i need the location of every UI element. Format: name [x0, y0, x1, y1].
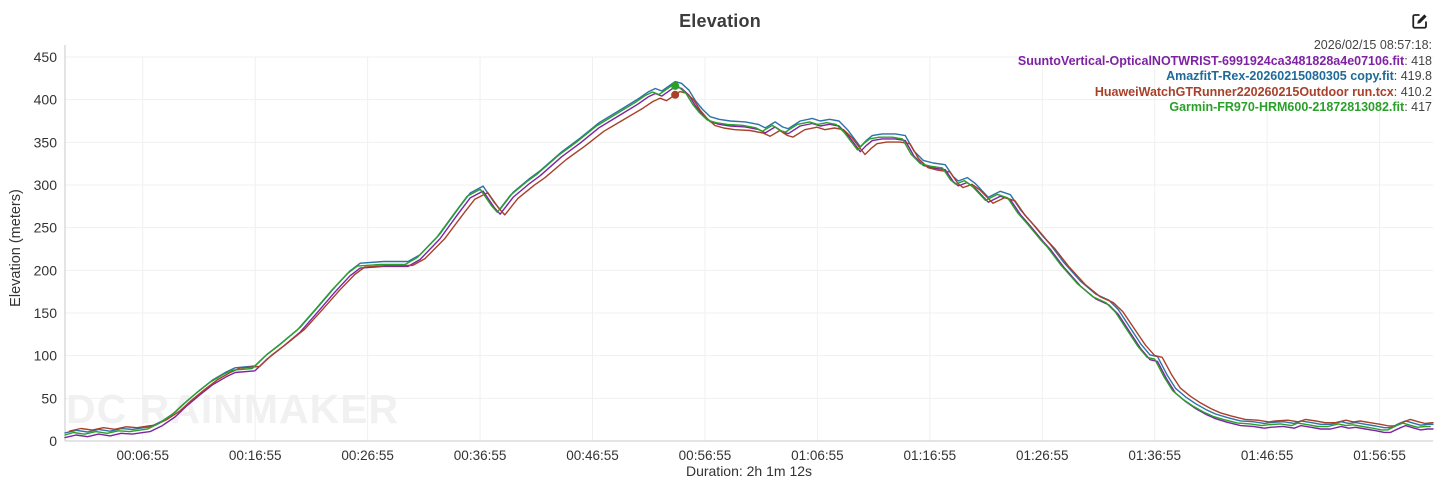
x-tick-label: 00:46:55	[566, 448, 619, 463]
tooltip-entry: SuuntoVertical-OpticalNOTWRIST-6991924ca…	[1018, 54, 1432, 70]
watermark-text: DC RAINMAKER	[66, 386, 400, 432]
tooltip-series-name: SuuntoVertical-OpticalNOTWRIST-6991924ca…	[1017, 53, 1405, 68]
x-tick-label: 00:26:55	[341, 448, 394, 463]
y-tick-label: 250	[34, 220, 58, 236]
tooltip-series-value: : 410.2	[1393, 84, 1432, 99]
tooltip-series-name: HuaweiWatchGTRunner220260215Outdoor run.…	[1094, 84, 1394, 99]
tooltip-series-value: : 418	[1404, 53, 1432, 68]
x-tick-label: 00:56:55	[679, 448, 732, 463]
edit-chart-button[interactable]	[1411, 12, 1429, 30]
y-tick-label: 450	[34, 49, 58, 65]
x-tick-label: 00:06:55	[116, 448, 169, 463]
series-line-3	[64, 84, 1431, 436]
tooltip-timestamp: 2026/02/15 08:57:18:	[1313, 38, 1432, 52]
y-tick-label: 50	[41, 390, 57, 406]
hover-tooltip: 2026/02/15 08:57:18: SuuntoVertical-Opti…	[1018, 38, 1432, 116]
y-tick-label: 0	[49, 433, 57, 449]
y-tick-label: 400	[34, 92, 58, 108]
x-tick-label: 01:56:55	[1353, 448, 1406, 463]
y-tick-label: 100	[34, 348, 58, 364]
y-axis-title: Elevation (meters)	[8, 189, 24, 307]
x-tick-label: 01:16:55	[904, 448, 957, 463]
tooltip-entry: Garmin-FR970-HRM600-21872813082.fit: 417	[1018, 100, 1432, 116]
cursor-marker-dot	[671, 90, 680, 99]
tooltip-entry: HuaweiWatchGTRunner220260215Outdoor run.…	[1018, 85, 1432, 101]
x-tick-label: 00:16:55	[229, 448, 282, 463]
y-tick-label: 150	[34, 305, 58, 321]
chart-title: Elevation	[679, 11, 761, 31]
tooltip-series-name: Garmin-FR970-HRM600-21872813082.fit	[1169, 100, 1405, 114]
y-tick-label: 350	[34, 134, 58, 150]
tooltip-entry: AmazfitT-Rex-20260215080305 copy.fit: 41…	[1018, 69, 1432, 85]
x-tick-label: 00:36:55	[454, 448, 507, 463]
x-axis-title: Duration: 2h 1m 12s	[685, 463, 813, 479]
series-line-1	[64, 80, 1434, 434]
tooltip-series-value: : 417	[1404, 100, 1432, 114]
tooltip-series-name: AmazfitT-Rex-20260215080305 copy.fit	[1166, 69, 1394, 83]
y-tick-label: 200	[34, 262, 58, 278]
x-tick-label: 01:26:55	[1016, 448, 1069, 463]
tooltip-series-value: : 419.8	[1393, 69, 1432, 83]
y-tick-label: 300	[34, 177, 58, 193]
series-line-2	[68, 90, 1434, 432]
cursor-marker-dot	[671, 81, 680, 90]
x-tick-label: 01:46:55	[1241, 448, 1294, 463]
x-tick-label: 01:06:55	[791, 448, 844, 463]
x-tick-label: 01:36:55	[1128, 448, 1181, 463]
edit-pencil-icon	[1411, 14, 1429, 33]
series-line-0	[64, 85, 1434, 439]
